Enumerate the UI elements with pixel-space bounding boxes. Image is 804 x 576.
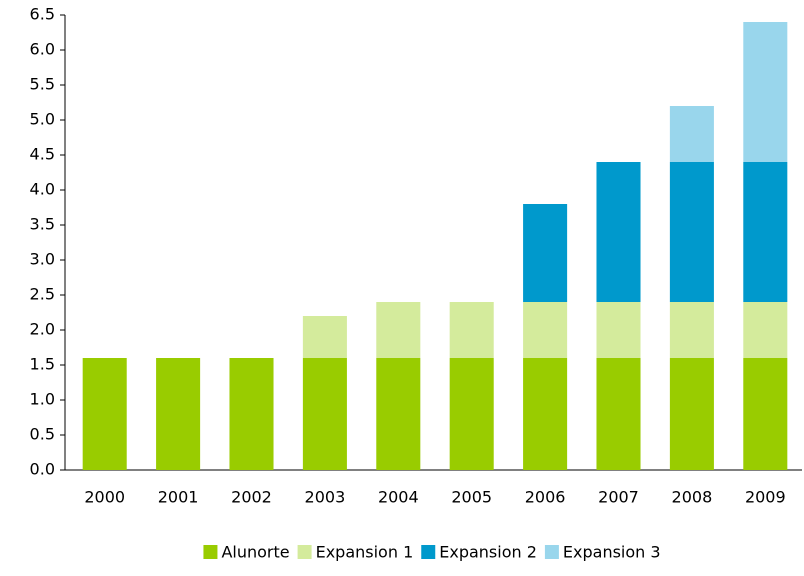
x-tick-label: 2003 <box>305 488 346 507</box>
bar-segment <box>743 22 788 162</box>
bar-segment <box>229 358 274 470</box>
y-tick-label: 5.0 <box>30 110 55 129</box>
bar-segment <box>156 358 201 470</box>
bar-segment <box>523 204 568 302</box>
bar-segment <box>596 162 641 302</box>
legend-swatch <box>203 545 218 559</box>
y-tick-label: 0.5 <box>30 425 55 444</box>
x-tick-label: 2001 <box>158 488 199 507</box>
y-tick-label: 5.5 <box>30 75 55 94</box>
bar-segment <box>596 358 641 470</box>
bar-segment <box>743 358 788 470</box>
legend-swatch <box>544 545 559 559</box>
bar-segment <box>596 302 641 358</box>
bar-segment <box>449 302 494 358</box>
bar-segment <box>302 316 347 358</box>
legend-label: Expansion 1 <box>316 543 414 562</box>
y-tick-label: 1.0 <box>30 390 55 409</box>
bar-segment <box>449 358 494 470</box>
legend-swatch <box>421 545 436 559</box>
bar-segment <box>523 302 568 358</box>
y-tick-label: 2.5 <box>30 285 55 304</box>
x-tick-label: 2002 <box>231 488 272 507</box>
bar-segment <box>743 302 788 358</box>
x-tick-label: 2008 <box>672 488 713 507</box>
bar-segment <box>376 358 421 470</box>
x-tick-label: 2007 <box>598 488 639 507</box>
y-tick-label: 6.0 <box>30 40 55 59</box>
legend-label: Alunorte <box>221 543 289 562</box>
x-tick-label: 2005 <box>451 488 492 507</box>
x-tick-label: 2009 <box>745 488 786 507</box>
bar-segment <box>523 358 568 470</box>
y-tick-label: 1.5 <box>30 355 55 374</box>
legend-label: Expansion 2 <box>439 543 537 562</box>
bar-segment <box>669 358 714 470</box>
y-tick-label: 2.0 <box>30 320 55 339</box>
y-tick-label: 3.5 <box>30 215 55 234</box>
bar-segment <box>302 358 347 470</box>
bar-segment <box>743 162 788 302</box>
bar-segment <box>376 302 421 358</box>
bar-segment <box>669 162 714 302</box>
bar-segment <box>669 302 714 358</box>
y-tick-label: 4.0 <box>30 180 55 199</box>
x-tick-label: 2000 <box>84 488 125 507</box>
y-tick-label: 0.0 <box>30 460 55 479</box>
x-tick-label: 2006 <box>525 488 566 507</box>
legend-swatch <box>297 545 312 559</box>
x-tick-label: 2004 <box>378 488 419 507</box>
y-tick-label: 6.5 <box>30 5 55 24</box>
legend-label: Expansion 3 <box>563 543 661 562</box>
bar-segment <box>669 106 714 162</box>
y-tick-label: 3.0 <box>30 250 55 269</box>
bar-segment <box>82 358 127 470</box>
y-tick-label: 4.5 <box>30 145 55 164</box>
